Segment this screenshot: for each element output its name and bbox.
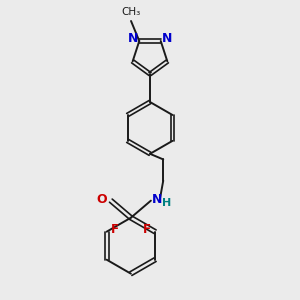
Text: F: F	[111, 223, 119, 236]
Text: N: N	[128, 32, 138, 45]
Text: N: N	[152, 193, 162, 206]
Text: O: O	[96, 193, 107, 206]
Text: N: N	[162, 32, 172, 45]
Text: CH₃: CH₃	[122, 7, 141, 17]
Text: H: H	[162, 198, 171, 208]
Text: F: F	[143, 223, 151, 236]
